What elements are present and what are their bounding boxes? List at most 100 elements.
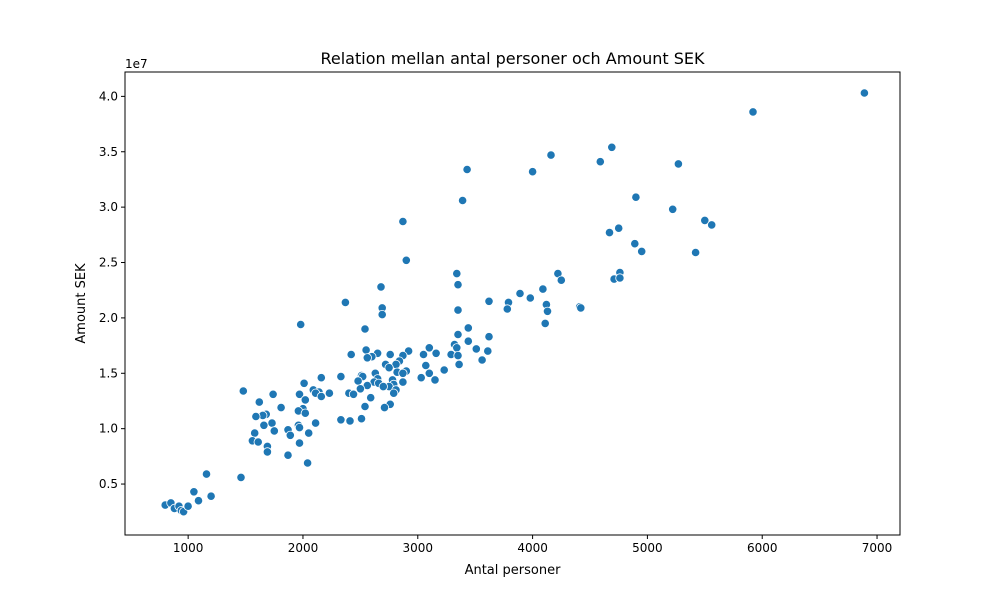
data-point [398, 368, 408, 378]
data-point [361, 345, 371, 355]
data-point [542, 306, 553, 316]
data-point [462, 164, 472, 175]
y-axis-label: Amount SEK [74, 263, 89, 344]
data-point [630, 239, 640, 249]
data-point [259, 420, 269, 430]
y-tick-label: 1.0 [99, 422, 118, 436]
y-offset-label: 1e7 [125, 57, 148, 71]
y-tick-label: 2.5 [99, 256, 118, 270]
data-point [294, 438, 305, 448]
data-point [453, 305, 463, 315]
data-point [376, 282, 386, 292]
data-point [538, 284, 548, 294]
data-point [690, 247, 701, 258]
data-point [452, 343, 462, 353]
x-tick-label: 6000 [747, 541, 778, 555]
data-point [366, 393, 376, 403]
data-point [193, 496, 204, 506]
data-point [296, 319, 306, 330]
data-point [484, 332, 494, 342]
data-point [668, 204, 678, 214]
data-point [471, 344, 481, 354]
data-point [362, 353, 372, 363]
data-point [183, 501, 193, 511]
data-point [206, 491, 216, 501]
data-point [540, 318, 550, 328]
data-point [299, 378, 309, 388]
data-point [614, 223, 624, 233]
data-point [604, 228, 615, 238]
chart-title: Relation mellan antal personer och Amoun… [320, 49, 705, 68]
data-point [345, 416, 355, 426]
data-point [377, 309, 387, 320]
data-point [673, 159, 684, 169]
data-point [340, 297, 350, 307]
data-point [384, 363, 394, 373]
data-point [300, 408, 310, 418]
data-point [859, 88, 870, 98]
data-point [356, 414, 367, 424]
y-axis-ticks: 0.5 1.0 1.5 2.0 2.5 3.0 3.5 4.0 [99, 89, 125, 491]
data-point [484, 296, 494, 306]
data-point [355, 384, 365, 394]
data-point [283, 450, 293, 460]
data-point [285, 430, 295, 440]
data-point [360, 401, 370, 412]
data-point [236, 472, 246, 482]
data-point [595, 157, 605, 167]
data-point [418, 349, 429, 360]
data-point [385, 349, 395, 360]
data-point [453, 350, 463, 361]
y-tick-label: 3.0 [99, 200, 118, 214]
data-point [316, 391, 326, 402]
y-tick-label: 3.5 [99, 145, 118, 159]
x-axis-label: Antal personer [465, 563, 561, 578]
data-point [637, 246, 647, 256]
data-point [453, 280, 463, 290]
x-tick-label: 3000 [403, 541, 434, 555]
data-point [556, 275, 566, 285]
data-point [483, 346, 493, 356]
data-point [276, 402, 286, 413]
data-point [267, 418, 277, 428]
data-point [254, 397, 264, 407]
data-point [452, 268, 462, 279]
data-point [251, 411, 261, 422]
x-tick-label: 2000 [288, 541, 319, 555]
y-tick-label: 1.5 [99, 366, 118, 380]
data-point [238, 386, 248, 396]
data-point [439, 365, 449, 375]
data-point [615, 273, 625, 283]
data-point [527, 167, 538, 177]
data-point [302, 458, 313, 468]
data-point [268, 389, 278, 399]
points-layer [160, 88, 870, 517]
data-point [378, 381, 388, 392]
data-point [502, 304, 512, 314]
data-point [463, 336, 473, 346]
data-point [515, 288, 525, 299]
data-point [430, 375, 440, 385]
data-point [250, 428, 260, 438]
data-point [348, 389, 359, 399]
x-tick-label: 1000 [173, 541, 204, 555]
data-point [431, 348, 441, 358]
x-tick-label: 4000 [517, 541, 548, 555]
data-point [398, 216, 408, 227]
data-point [454, 359, 464, 369]
data-point [379, 402, 390, 413]
data-point [336, 415, 346, 425]
data-point [262, 447, 272, 457]
data-point [310, 418, 321, 428]
x-axis-ticks: 1000 2000 3000 4000 5000 6000 7000 [173, 535, 892, 555]
data-point [631, 192, 641, 202]
data-point [546, 150, 556, 160]
plot-frame [124, 71, 901, 536]
data-point [607, 142, 617, 152]
data-point [336, 371, 346, 382]
data-point [477, 355, 487, 365]
data-point [398, 377, 408, 387]
data-point [424, 368, 434, 378]
y-tick-label: 4.0 [99, 89, 118, 103]
data-point [269, 426, 279, 436]
